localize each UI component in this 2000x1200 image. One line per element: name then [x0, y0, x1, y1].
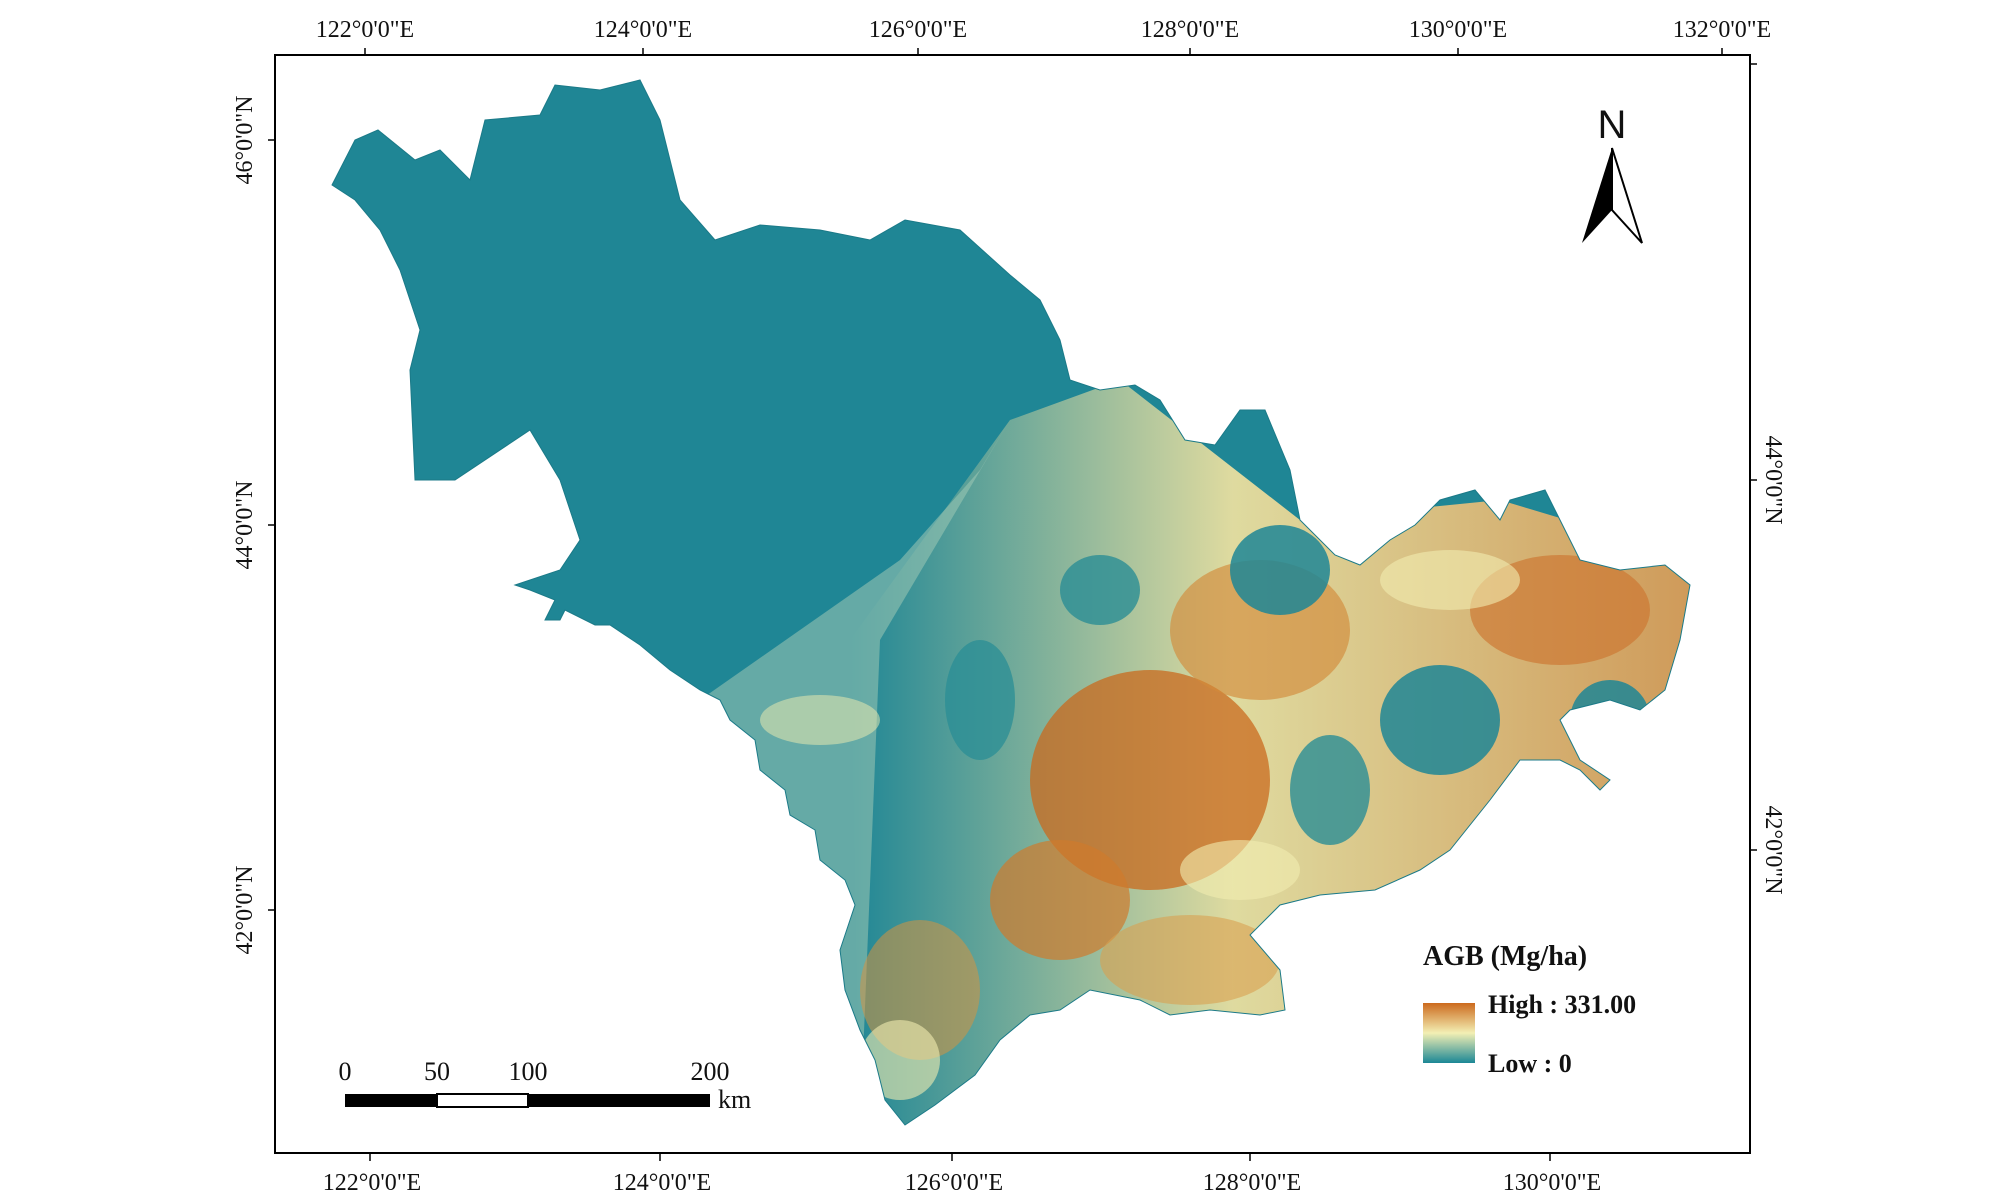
scale-bar: 0 50 100 200 km: [339, 1057, 752, 1114]
agb-raster-map: [331, 79, 1691, 1126]
mid-agb-patch: [760, 695, 880, 745]
legend-title: AGB (Mg/ha): [1423, 941, 1587, 972]
bottom-lon-label: 130°0'0"E: [1503, 1170, 1601, 1196]
scale-segment: [345, 1094, 437, 1107]
bottom-lon-label: 126°0'0"E: [905, 1170, 1003, 1196]
scale-label: 100: [509, 1057, 548, 1086]
map-frame: [274, 54, 1751, 1154]
top-lon-axis: 122°0'0"E 124°0'0"E 126°0'0"E 128°0'0"E …: [316, 17, 1771, 55]
scale-unit: km: [718, 1085, 751, 1114]
north-arrow-outline-icon: [1611, 147, 1643, 244]
mid-agb-patch: [860, 1020, 940, 1100]
right-lat-axis: 44°0'0"N 42°0'0"N: [1750, 63, 1786, 895]
top-lon-label: 130°0'0"E: [1409, 17, 1507, 43]
legend: AGB (Mg/ha) High : 331.00 Low : 0: [1423, 941, 1636, 1078]
north-arrow-icon: [1582, 148, 1612, 243]
left-lat-label: 46°0'0"N: [232, 95, 258, 184]
bottom-lon-label: 128°0'0"E: [1203, 1170, 1301, 1196]
legend-high-label: High : 331.00: [1488, 990, 1636, 1019]
right-lat-label: 42°0'0"N: [1760, 805, 1786, 894]
high-agb-patch: [1030, 670, 1270, 890]
top-lon-label: 132°0'0"E: [1673, 17, 1771, 43]
bottom-lon-label: 122°0'0"E: [323, 1170, 421, 1196]
top-lon-label: 124°0'0"E: [594, 17, 692, 43]
mid-agb-patch: [1380, 550, 1520, 610]
top-lon-label: 126°0'0"E: [869, 17, 967, 43]
legend-color-ramp: [1423, 1003, 1475, 1063]
scale-segment: [436, 1093, 529, 1108]
bottom-lon-axis: 122°0'0"E 124°0'0"E 126°0'0"E 128°0'0"E …: [323, 1153, 1601, 1196]
scale-segment: [528, 1094, 710, 1107]
left-lat-label: 44°0'0"N: [232, 480, 258, 569]
scale-label: 200: [691, 1057, 730, 1086]
high-agb-patch: [1100, 915, 1280, 1005]
left-lat-label: 42°0'0"N: [232, 865, 258, 954]
legend-low-label: Low : 0: [1488, 1049, 1572, 1078]
mid-agb-patch: [1180, 840, 1300, 900]
top-lon-label: 122°0'0"E: [316, 17, 414, 43]
low-agb-patch: [1230, 525, 1330, 615]
high-agb-patch: [990, 840, 1130, 960]
north-label: N: [1598, 103, 1627, 147]
left-lat-axis: 46°0'0"N 44°0'0"N 42°0'0"N: [232, 95, 275, 955]
scale-label: 50: [424, 1057, 450, 1086]
right-lat-label: 44°0'0"N: [1760, 435, 1786, 524]
low-agb-patch: [945, 640, 1015, 760]
low-agb-patch: [1060, 555, 1140, 625]
bottom-lon-label: 124°0'0"E: [613, 1170, 711, 1196]
scale-label: 0: [339, 1057, 352, 1086]
top-lon-label: 128°0'0"E: [1141, 17, 1239, 43]
low-agb-patch: [1570, 680, 1650, 760]
north-arrow: N: [1582, 103, 1643, 244]
low-agb-patch: [1380, 665, 1500, 775]
low-agb-patch: [1290, 735, 1370, 845]
